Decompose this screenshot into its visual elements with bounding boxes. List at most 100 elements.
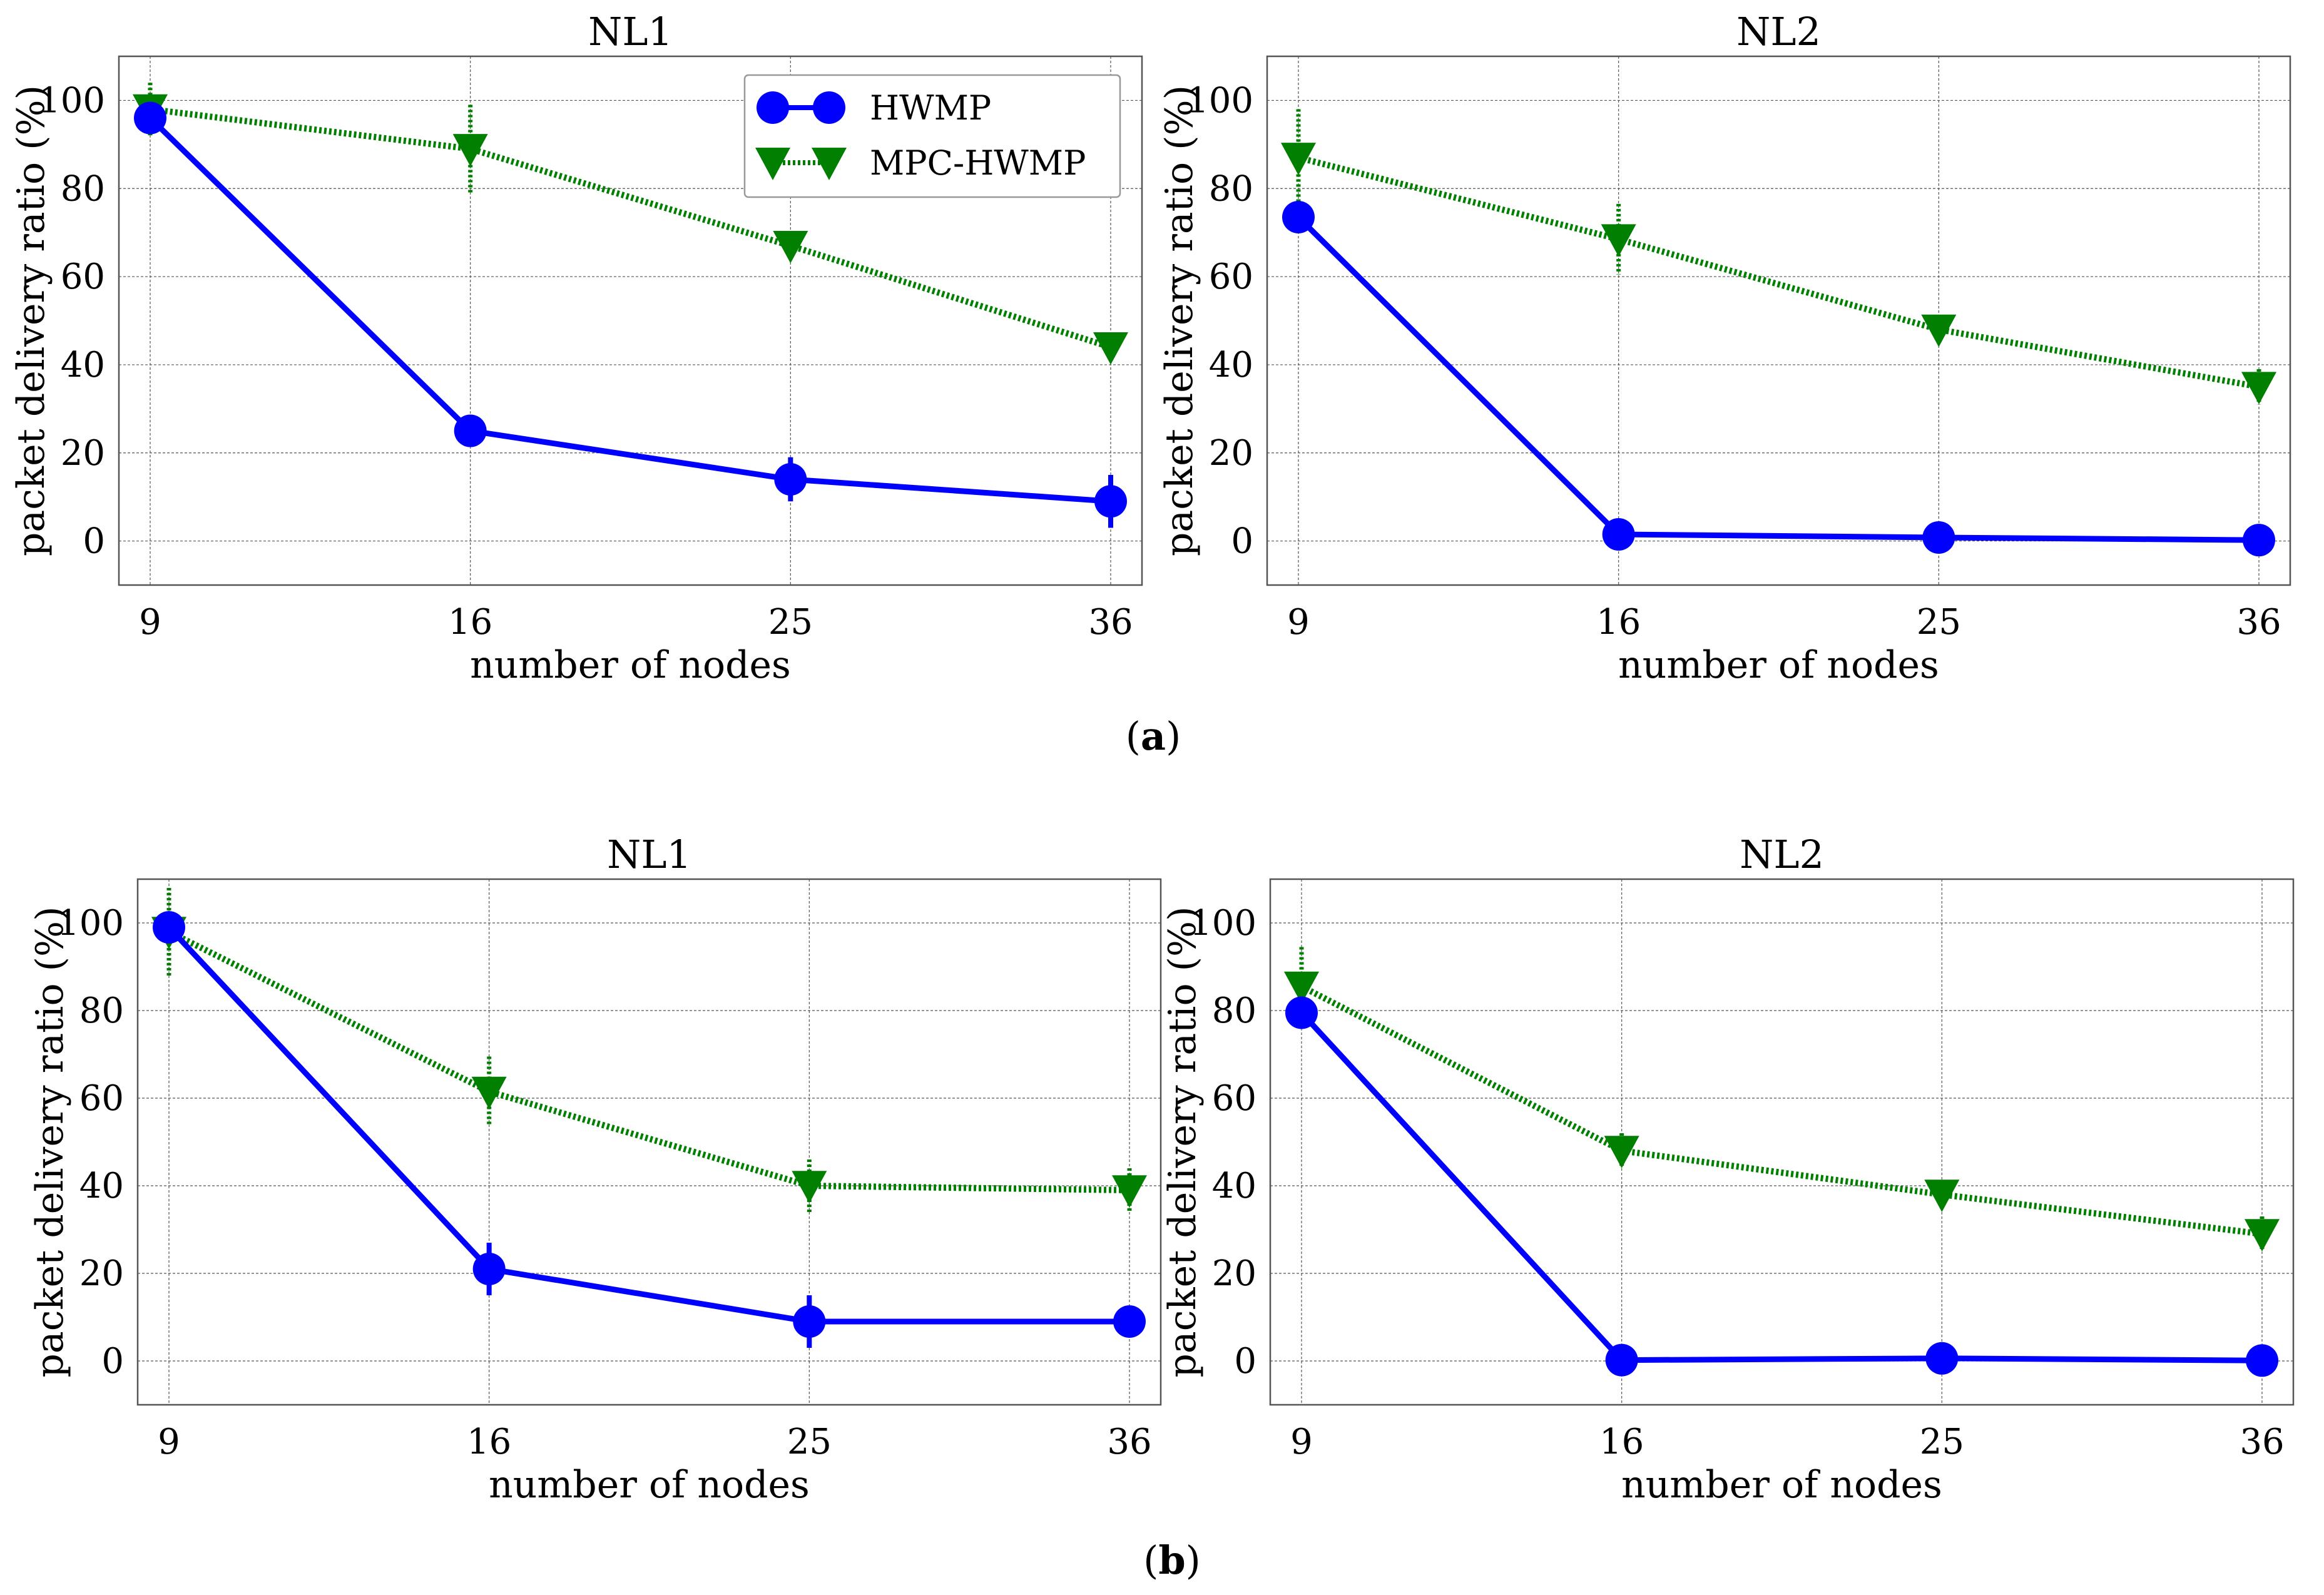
data-point-hwmp-9 <box>153 911 185 944</box>
data-point-hwmp-16 <box>1602 518 1635 551</box>
x-axis-label: number of nodes <box>1621 1463 1942 1507</box>
caption-b-open-paren: ( <box>1143 1537 1158 1583</box>
x-tick-label-16: 16 <box>1596 602 1641 643</box>
data-point-hwmp-9 <box>1285 996 1318 1029</box>
data-point-hwmp-36 <box>2243 524 2275 557</box>
data-point-mpc-hwmp-9 <box>1281 143 1316 175</box>
y-tick-label-100: 100 <box>1190 903 1256 944</box>
data-point-hwmp-25 <box>774 463 807 496</box>
y-tick-label-80: 80 <box>79 991 124 1031</box>
series-mpc-hwmp <box>1281 109 2276 405</box>
y-tick-label-80: 80 <box>1212 991 1256 1031</box>
series-hwmp <box>1285 996 2278 1377</box>
legend-hwmp-marker-2 <box>813 91 845 124</box>
y-tick-label-0: 0 <box>1234 1341 1256 1382</box>
x-tick-label-9: 9 <box>158 1422 180 1462</box>
caption-b: (b) <box>1143 1537 1201 1583</box>
data-point-mpc-hwmp-36 <box>2241 372 2276 405</box>
subplot-2: 0 20 40 60 80 100 9 16 25 36 NL2 number of nodes pac… <box>1158 9 2291 687</box>
plot-title: NL1 <box>588 9 673 54</box>
x-tick-label-16: 16 <box>467 1422 511 1462</box>
y-tick-label-60: 60 <box>79 1078 124 1119</box>
data-point-hwmp-36 <box>1113 1305 1146 1338</box>
data-point-hwmp-16 <box>472 1253 506 1285</box>
data-point-mpc-hwmp-25 <box>773 230 808 263</box>
plot-frame <box>118 55 1143 586</box>
plot-title: NL2 <box>1736 9 1821 54</box>
y-axis-label: packet delivery ratio (%) <box>1158 85 1201 556</box>
x-tick-label-36: 36 <box>1088 602 1133 643</box>
series-line-hwmp <box>148 116 1111 504</box>
data-point-mpc-hwmp-16 <box>471 1076 507 1109</box>
data-point-mpc-hwmp-36 <box>2245 1219 2280 1251</box>
caption-a-open-paren: ( <box>1126 713 1141 759</box>
legend-hwmp-marker-1 <box>757 91 789 124</box>
plot-frame <box>1269 878 2295 1406</box>
y-axis-label: packet delivery ratio (%) <box>9 85 53 556</box>
y-tick-label-100: 100 <box>57 903 124 944</box>
y-tick-label-40: 40 <box>79 1166 124 1206</box>
x-tick-label-9: 9 <box>1287 602 1310 643</box>
data-point-mpc-hwmp-16 <box>452 134 488 166</box>
data-point-hwmp-36 <box>2246 1344 2278 1377</box>
data-point-mpc-hwmp-36 <box>1112 1175 1147 1208</box>
legend-mpc-marker-1 <box>755 148 790 180</box>
plots-layer: 0 20 40 60 80 100 9 16 25 36 NL1 number of nodes pac… <box>9 9 2295 1507</box>
data-point-hwmp-36 <box>1094 485 1127 518</box>
y-tick-label-0: 0 <box>83 521 105 562</box>
data-point-mpc-hwmp-25 <box>1921 314 1957 347</box>
x-axis-label: number of nodes <box>470 643 791 687</box>
caption-a: (a) <box>1126 713 1181 759</box>
x-tick-label-16: 16 <box>1599 1422 1644 1462</box>
subplot-4: 0 20 40 60 80 100 9 16 25 36 NL2 number of nodes pac… <box>1161 832 2295 1507</box>
x-axis-label: number of nodes <box>489 1463 810 1507</box>
data-point-mpc-hwmp-16 <box>1601 224 1636 257</box>
y-tick-label-20: 20 <box>79 1253 124 1294</box>
y-tick-label-0: 0 <box>1231 521 1253 562</box>
series-mpc-hwmp <box>1284 947 2280 1251</box>
subplot-1: 0 20 40 60 80 100 9 16 25 36 NL1 number of nodes pac… <box>9 9 1143 687</box>
data-point-hwmp-9 <box>1282 201 1315 234</box>
y-tick-label-20: 20 <box>1209 433 1253 474</box>
x-axis-label: number of nodes <box>1618 643 1939 687</box>
series-line-mpc-hwmp <box>1297 155 2260 390</box>
subplot-3: 0 20 40 60 80 100 9 16 25 36 NL1 number of nodes pac… <box>28 832 1162 1507</box>
x-tick-label-36: 36 <box>2240 1422 2284 1462</box>
x-tick-label-25: 25 <box>1917 602 1961 643</box>
plot-title: NL1 <box>607 832 691 877</box>
series-hwmp <box>1282 201 2275 557</box>
y-tick-label-100: 100 <box>38 80 105 121</box>
legend-mpc-marker-2 <box>812 148 847 180</box>
y-tick-label-40: 40 <box>1212 1166 1256 1206</box>
legend-mpc-label: MPC-HWMP <box>870 143 1086 183</box>
series-line-mpc-hwmp <box>150 106 1112 350</box>
data-point-hwmp-16 <box>454 414 487 447</box>
grid-lines <box>1267 56 2290 585</box>
series-line-hwmp <box>166 925 1129 1325</box>
caption-b-letter: b <box>1158 1537 1185 1583</box>
data-point-mpc-hwmp-25 <box>792 1171 827 1203</box>
plot-frame <box>1266 55 2291 586</box>
x-tick-label-25: 25 <box>1920 1422 1964 1462</box>
caption-b-close-paren: ) <box>1186 1537 1201 1583</box>
y-tick-label-20: 20 <box>61 433 105 474</box>
series-mpc-hwmp <box>151 888 1147 1212</box>
data-point-mpc-hwmp-25 <box>1924 1180 1960 1212</box>
caption-a-letter: a <box>1141 713 1166 759</box>
x-tick-label-16: 16 <box>448 602 492 643</box>
x-tick-label-25: 25 <box>787 1422 832 1462</box>
data-point-mpc-hwmp-9 <box>1284 971 1319 1004</box>
series-line-mpc-hwmp <box>167 929 1130 1193</box>
data-point-mpc-hwmp-16 <box>1604 1136 1639 1168</box>
y-tick-label-80: 80 <box>61 168 105 209</box>
data-point-hwmp-25 <box>793 1305 826 1338</box>
series-line-hwmp <box>1299 1011 2263 1363</box>
data-point-hwmp-9 <box>134 101 166 135</box>
x-tick-label-25: 25 <box>768 602 813 643</box>
y-tick-label-80: 80 <box>1209 168 1253 209</box>
series-hwmp <box>153 911 1146 1348</box>
x-tick-label-36: 36 <box>1107 1422 1151 1462</box>
y-tick-label-100: 100 <box>1186 80 1253 121</box>
series-mpc-hwmp <box>133 83 1128 365</box>
